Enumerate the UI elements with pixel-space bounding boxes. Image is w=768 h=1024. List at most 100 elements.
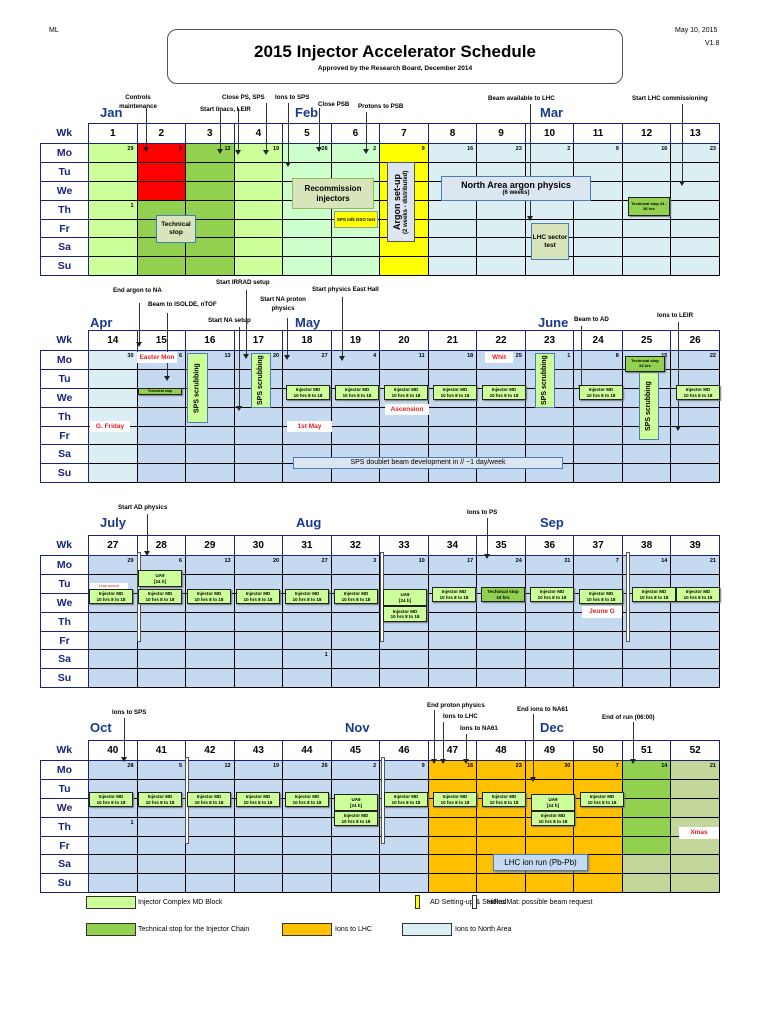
arrow-icon [284,318,290,360]
week-header: 30 [233,535,284,556]
annotation: Protons to PSB [358,103,404,110]
week-header: 19 [330,330,381,351]
day-cell [573,816,623,837]
day-cell: 3 [330,555,381,575]
day-cell [573,237,623,258]
tech-stop-box: Technical stop 24 - 36 hrs [628,197,670,216]
day-cell: 30 [88,350,138,370]
day-cell [427,854,478,875]
day-cell [670,368,720,389]
annotation: Start IRRAD setup [216,279,270,286]
day-label: Su [40,873,89,894]
day-cell [233,816,284,837]
day-cell: 31 [524,555,575,575]
day-cell [573,199,623,220]
day-cell [670,256,720,277]
day-cell: 14 [621,760,672,780]
month-aug: Aug [296,515,322,530]
day-cell [379,425,429,446]
holiday-jeune: Jeune G [582,606,622,618]
week-header: 52 [670,740,720,761]
day-cell [476,835,526,856]
day-cell [136,611,187,632]
sps-scrubbing-box: SPS scrubbing [251,353,271,408]
arrow-icon [431,710,437,764]
day-cell [573,444,623,465]
week-header: 26 [670,330,720,351]
arrow-icon [679,104,685,186]
arrow-icon [530,714,536,782]
day-cell [88,630,138,651]
day-cell: 13 [185,555,235,575]
week-header: 29 [185,535,235,556]
day-cell: 27 [282,350,332,370]
day-cell [185,161,235,182]
day-cell: 19 [233,760,284,780]
day-cell: 16 [621,143,672,163]
day-cell [88,835,138,856]
month-nov: Nov [345,720,370,735]
arrow-icon [121,718,127,762]
day-cell: 26 [282,760,332,780]
day-cell: 12 [185,760,235,780]
day-cell [88,161,138,182]
injector-md-box: Injector MD 10 hrs 8 to 18 [579,385,623,400]
day-cell [185,256,235,277]
day-cell: 20 [233,555,284,575]
day-cell: 7 [573,760,623,780]
day-cell [88,444,138,465]
day-cell: 22 [670,350,720,370]
day-label: Tu [40,368,89,389]
week-header: 39 [670,535,720,556]
schedule-grid-q4: Wk 40 41 42 43 44 45 46 47 48 49 50 51 52 Mo 28 5 12 19… [40,740,720,894]
annotation: Close PSB [318,101,350,108]
day-cell [233,668,284,689]
day-cell [670,199,720,220]
day-cell [88,668,138,689]
tech-stop-box: Technical stop 24 hrs [625,356,665,372]
day-cell [88,649,138,670]
day-cell: 1 [88,816,138,837]
legend-swatch-na-ions [402,923,452,936]
ua9-box: UA9 [24 h] [138,570,182,587]
day-cell [476,816,526,837]
day-cell [233,649,284,670]
month-sep: Sep [540,515,564,530]
day-cell [621,816,672,837]
day-cell [88,854,138,875]
day-cell [670,611,720,632]
day-cell [427,816,478,837]
injector-md-box: Injector MD 10 hrs 8 to 18 [384,385,428,400]
day-cell [379,873,429,894]
week-header: 11 [573,123,623,144]
day-cell [330,256,381,277]
injector-md-box: Injector MD 10 hrs 8 to 18 [89,792,133,807]
day-cell [185,649,235,670]
week-header: 50 [573,740,623,761]
day-cell: 28 [88,760,138,780]
sps-doublet-box: SPS doublet beam development in // ~1 da… [293,457,563,469]
day-cell: 16 [427,760,478,780]
week-header: 41 [136,740,187,761]
week-header: 13 [670,123,720,144]
day-cell: 23 [670,143,720,163]
annotation: Ions to NA61 [460,725,498,732]
day-label: Mo [40,350,89,370]
day-cell [136,406,187,427]
day-cell [621,463,672,484]
day-cell [282,237,332,258]
day-cell [524,406,575,427]
day-cell [185,425,235,446]
week-header: 35 [476,535,526,556]
day-cell [88,218,138,239]
day-cell [185,199,235,220]
arrow-icon [339,297,345,361]
day-cell [524,611,575,632]
day-cell [476,218,526,239]
day-cell [185,237,235,258]
page-title: 2015 Injector Accelerator Schedule [254,42,536,61]
week-header: 27 [88,535,138,556]
arrow-icon [527,104,533,221]
injector-md-box: Injector MD 10 hrs 8 to 18 [187,589,231,604]
injector-md-box: Injector MD 10 hrs 8 to 18 [433,385,477,400]
